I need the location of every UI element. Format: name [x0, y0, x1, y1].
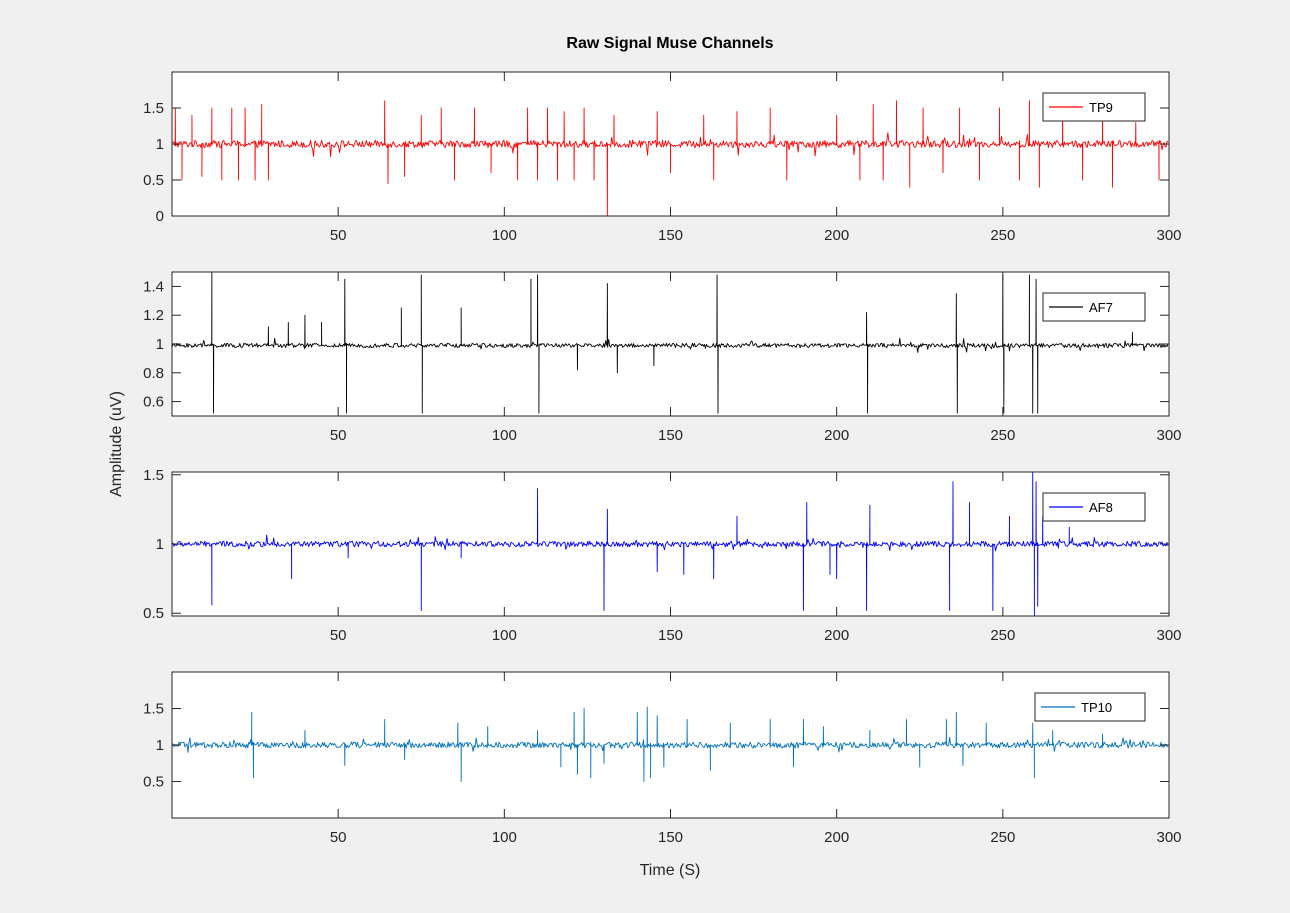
figure-title: Raw Signal Muse Channels [566, 35, 773, 52]
legend-label-tp10: TP10 [1081, 700, 1112, 715]
legend-tp9: TP9 [1042, 92, 1146, 122]
series-clip-group-tp9 [172, 100, 1169, 216]
x-tick-label-af7: 300 [1156, 427, 1181, 444]
x-tick-label-af8: 50 [330, 627, 347, 644]
subplot-af7: 50 100 150 200 250 300 0.6 0.8 1 1.2 1.4 AF7 [143, 271, 1182, 444]
subplot-af8: 50 100 150 200 250 300 0.5 1 1.5 AF8 [143, 467, 1181, 644]
x-tick-label-af8: 100 [492, 627, 517, 644]
y-tick-label-af8: 1 [156, 536, 164, 553]
legend-label-tp9: TP9 [1089, 100, 1113, 115]
y-tick-label-af7: 1.4 [143, 278, 164, 295]
series-line-tp10 [172, 706, 1169, 782]
subplot-tp10: 50 100 150 200 250 300 0.5 1 1.5 TP10 [143, 671, 1182, 846]
y-tick-label-tp9: 0 [156, 208, 164, 225]
x-tick-label-af8: 300 [1156, 627, 1181, 644]
x-tick-label-af7: 100 [492, 427, 517, 444]
y-tick-label-af7: 1.2 [143, 307, 164, 324]
axes-box-tp9 [171, 71, 1170, 217]
x-tick-label-af7: 200 [824, 427, 849, 444]
x-tick-label-af7: 50 [330, 427, 347, 444]
y-tick-label-tp9: 1.5 [143, 100, 164, 117]
series-clip-group-af8 [172, 472, 1169, 616]
y-tick-label-tp10: 1 [156, 737, 164, 754]
x-tick-label-tp10: 100 [492, 829, 517, 846]
axes-box-tp10 [171, 671, 1170, 819]
x-tick-label-af8: 250 [990, 627, 1015, 644]
y-tick-label-af7: 0.6 [143, 394, 164, 411]
x-tick-label-tp9: 300 [1156, 227, 1181, 244]
y-tick-label-af7: 1 [156, 336, 164, 353]
subplot-tp9: 50 100 150 200 250 300 0 0.5 1 1.5 TP9 [143, 71, 1182, 244]
x-axis-label: Time (S) [640, 862, 701, 879]
series-line-af7 [172, 272, 1169, 414]
axes-box-af7 [171, 271, 1170, 417]
x-tick-label-tp10: 50 [330, 829, 347, 846]
y-tick-label-af8: 1.5 [143, 467, 164, 484]
x-tick-label-tp9: 150 [658, 227, 683, 244]
x-tick-label-tp10: 250 [990, 829, 1015, 846]
y-tick-label-af7: 0.8 [143, 365, 164, 382]
x-tick-label-tp9: 250 [990, 227, 1015, 244]
y-tick-label-af8: 0.5 [143, 605, 164, 622]
y-axis-label: Amplitude (uV) [108, 391, 125, 497]
legend-af7: AF7 [1042, 292, 1146, 322]
y-tick-label-tp10: 1.5 [143, 701, 164, 718]
series-clip-group-tp10 [172, 706, 1169, 782]
y-tick-label-tp9: 0.5 [143, 172, 164, 189]
x-tick-label-af7: 150 [658, 427, 683, 444]
legend-box-af8 [1042, 492, 1146, 522]
legend-af8: AF8 [1042, 492, 1146, 522]
x-tick-label-af8: 200 [824, 627, 849, 644]
x-tick-label-tp10: 200 [824, 829, 849, 846]
y-tick-label-tp9: 1 [156, 136, 164, 153]
x-tick-label-tp9: 200 [824, 227, 849, 244]
legend-label-af8: AF8 [1089, 500, 1113, 515]
x-tick-label-tp10: 300 [1156, 829, 1181, 846]
series-clip-group-af7 [172, 272, 1169, 414]
x-tick-label-tp9: 100 [492, 227, 517, 244]
x-tick-label-af8: 150 [658, 627, 683, 644]
legend-tp10: TP10 [1034, 692, 1146, 722]
legend-label-af7: AF7 [1089, 300, 1113, 315]
y-tick-label-tp10: 0.5 [143, 774, 164, 791]
axes-box-af8 [171, 471, 1170, 617]
series-line-af8 [172, 472, 1169, 616]
x-tick-label-tp10: 150 [658, 829, 683, 846]
x-tick-label-af7: 250 [990, 427, 1015, 444]
series-line-tp9 [172, 100, 1169, 216]
x-tick-label-tp9: 50 [330, 227, 347, 244]
